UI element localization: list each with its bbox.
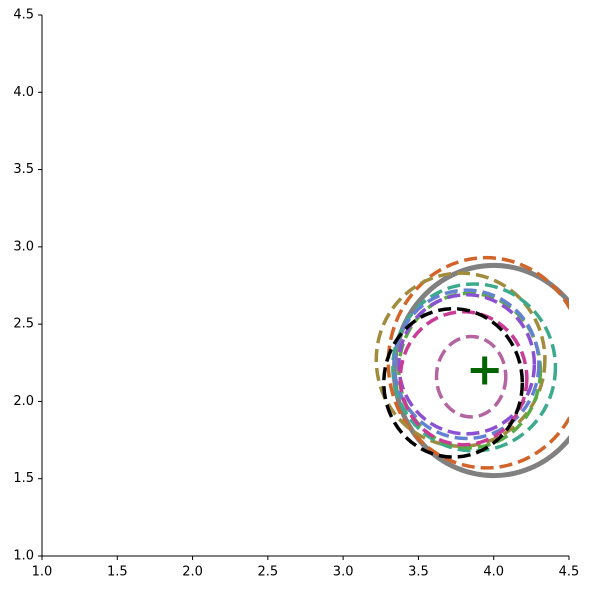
center-marker (470, 356, 499, 385)
y-tick-label: 3.5 (13, 162, 34, 177)
y-tick-label: 2.0 (13, 394, 34, 409)
ellipse (434, 334, 508, 419)
x-tick-label: 1.0 (32, 565, 53, 580)
x-tick-label: 3.0 (333, 565, 354, 580)
x-tick-label: 4.5 (559, 565, 580, 580)
ellipse (392, 288, 541, 441)
y-tick-label: 4.5 (13, 8, 34, 23)
ellipse (398, 310, 529, 447)
x-tick-label: 3.5 (408, 565, 429, 580)
y-tick-label: 1.0 (13, 549, 34, 564)
ellipse (391, 282, 558, 453)
x-tick-label: 1.5 (107, 565, 128, 580)
ellipse (386, 255, 569, 470)
y-tick-label: 2.5 (13, 317, 34, 332)
ellipse (397, 293, 537, 436)
x-tick-label: 4.0 (483, 565, 504, 580)
x-tick-label: 2.0 (182, 565, 203, 580)
ellipse (397, 291, 543, 450)
x-tick-label: 2.5 (258, 565, 279, 580)
ellipse (382, 306, 525, 459)
y-tick-label: 1.5 (13, 471, 34, 486)
plot-area (374, 255, 569, 479)
y-tick-label: 3.0 (13, 239, 34, 254)
y-tick-label: 4.0 (13, 85, 34, 100)
